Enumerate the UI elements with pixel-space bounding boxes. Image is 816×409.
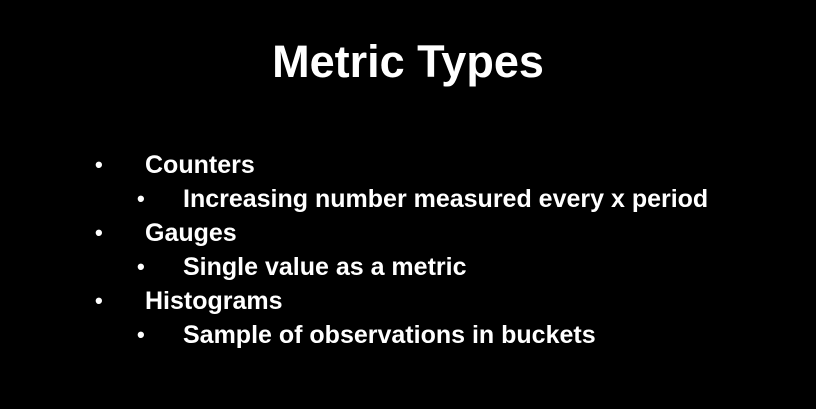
bullet-icon: • bbox=[95, 288, 103, 313]
sub-item-gauges: • Single value as a metric bbox=[0, 250, 816, 284]
bullet-icon: • bbox=[137, 322, 145, 347]
list-item-label: Histograms bbox=[145, 287, 283, 315]
list-item-label: Gauges bbox=[145, 219, 237, 247]
bullet-icon: • bbox=[95, 220, 103, 245]
sub-item-label: Single value as a metric bbox=[183, 253, 467, 281]
sub-item-label: Increasing number measured every x perio… bbox=[183, 185, 709, 213]
slide-title: Metric Types bbox=[272, 36, 544, 87]
list-item-counters: • Counters bbox=[0, 148, 816, 182]
sub-item-histograms: • Sample of observations in buckets bbox=[0, 318, 816, 352]
bullet-icon: • bbox=[137, 186, 145, 211]
sub-item-label: Sample of observations in buckets bbox=[183, 321, 596, 349]
list-item-gauges: • Gauges bbox=[0, 216, 816, 250]
sub-item-counters: • Increasing number measured every x per… bbox=[0, 182, 816, 216]
bullet-icon: • bbox=[137, 254, 145, 279]
bullet-icon: • bbox=[95, 152, 103, 177]
list-item-label: Counters bbox=[145, 151, 255, 179]
bullet-list: • Counters • Increasing number measured … bbox=[0, 148, 816, 352]
list-item-histograms: • Histograms bbox=[0, 284, 816, 318]
